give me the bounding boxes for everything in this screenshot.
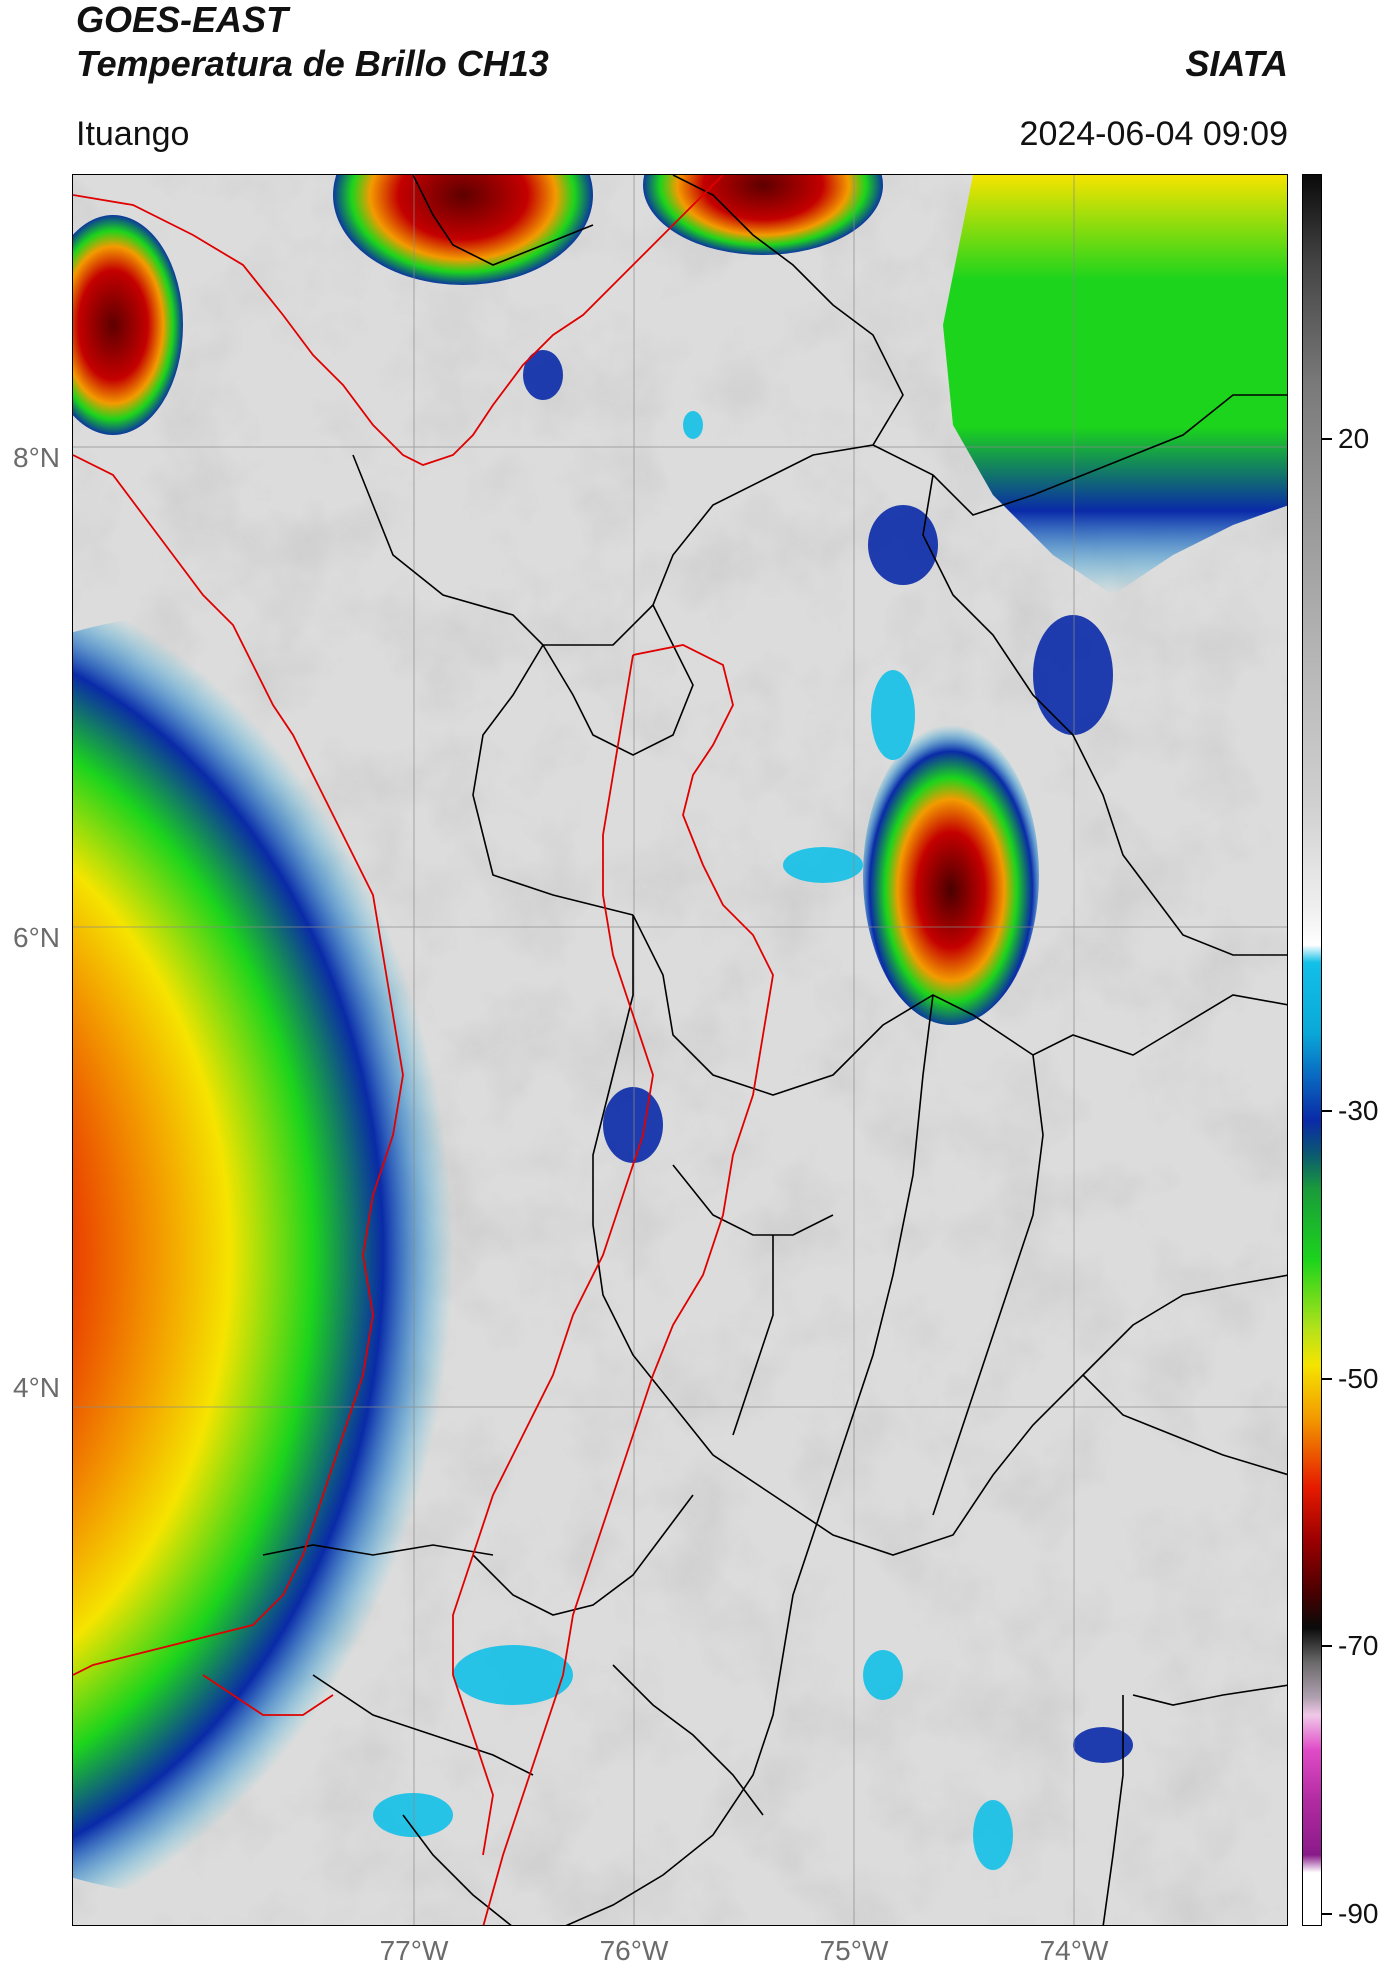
colorbar-label-m50: -50 (1338, 1363, 1379, 1394)
lat-label-4n: 4°N (13, 1372, 60, 1403)
storm-north (333, 175, 593, 285)
country-boundaries (73, 175, 774, 1925)
graticule (73, 175, 1287, 1925)
colorbar-label-m30: -30 (1338, 1095, 1379, 1126)
lat-label-6n: 6°N (13, 922, 60, 953)
colorbar-tick-m90 (1322, 1913, 1332, 1915)
colorbar-label-m70: -70 (1338, 1630, 1379, 1661)
cold-cloud-patches (373, 350, 1133, 1870)
storm-northwest (73, 215, 183, 435)
lat-label-8n: 8°N (13, 442, 60, 473)
colorbar-label-m90: -90 (1338, 1898, 1379, 1929)
colorbar-tick-m50 (1322, 1378, 1332, 1380)
timestamp-label: 2024-06-04 09:09 (1019, 115, 1288, 153)
department-boundaries (262, 175, 1287, 1925)
storm-northeast (943, 175, 1287, 595)
brand-label: SIATA (1185, 43, 1288, 84)
satellite-map[interactable] (72, 174, 1288, 1926)
colorbar (1302, 174, 1322, 1926)
storm-main (73, 615, 713, 1895)
region-label: Ituango (76, 115, 190, 153)
colorbar-tick-20 (1322, 438, 1332, 440)
colorbar-tick-m30 (1322, 1110, 1332, 1112)
lon-label-77w: 77°W (379, 1935, 449, 1966)
title-satellite: GOES-EAST (76, 0, 289, 40)
colorbar-label-20: 20 (1338, 423, 1370, 454)
lon-label-75w: 75°W (819, 1935, 889, 1966)
lon-label-74w: 74°W (1039, 1935, 1109, 1966)
title-product: Temperatura de Brillo CH13 (76, 43, 549, 84)
storm-east (863, 725, 1039, 1025)
lon-label-76w: 76°W (599, 1935, 669, 1966)
colorbar-tick-m70 (1322, 1645, 1332, 1647)
